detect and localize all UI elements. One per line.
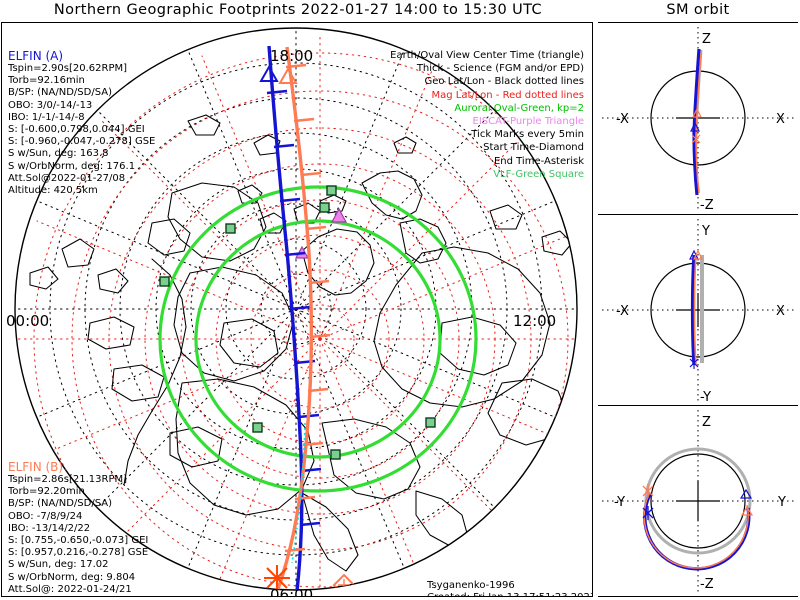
model-name: Tsyganenko-1996	[427, 580, 515, 591]
created-stamp: Created: Fri Jan 13 17:51:23 2023	[427, 592, 592, 596]
sm-orbit-title: SM orbit	[666, 2, 730, 18]
axis-label-y: Y	[701, 224, 710, 239]
elfin-a-orbit	[692, 48, 701, 196]
clock-label-0600: 06:00	[270, 586, 314, 597]
legend-item: Geo Lat/Lon - Black dotted lines	[424, 76, 584, 88]
mag-longitude-grid	[15, 32, 577, 590]
axis-label-neg-z: -Z	[700, 577, 714, 592]
auroral-oval	[158, 185, 478, 493]
legend-item: Thick - Science (FGM and/or EPD)	[416, 63, 584, 75]
legend-item: EISCAT-Purple Triangle	[472, 116, 585, 128]
elfin-b-tick-marks	[284, 63, 331, 553]
axis-label-y: Y	[777, 495, 786, 510]
legend-item: Earth/Oval View Center Time (triangle)	[390, 50, 584, 61]
axis-label-neg-x: -X	[616, 112, 629, 127]
sm-xz-svg: -X X Z -Z	[602, 27, 794, 213]
elfin-b-orbit	[693, 254, 697, 365]
sm-xy-svg: -X X Y -Y	[602, 218, 794, 405]
axis-label-neg-x: -X	[616, 304, 629, 319]
legend-item: End Time-Asterisk	[493, 155, 584, 167]
sm-panel-xz[interactable]: -X X Z -Z	[598, 22, 798, 214]
marker-asterisk	[689, 356, 699, 369]
clock-label-0000: 00:00	[6, 312, 50, 330]
axis-label-neg-y: -Y	[700, 390, 711, 405]
earth-disc	[650, 261, 746, 358]
vlf-station-markers[interactable]	[159, 185, 436, 460]
geo-longitude-grid	[15, 28, 577, 590]
elfin-b-center-time-triangle	[278, 66, 298, 84]
earth-disc	[650, 453, 746, 549]
sm-orbit-column: -X X Z -Z	[598, 22, 798, 597]
sm-yz-svg: -Y Y Z -Z	[602, 410, 794, 593]
legend-item: Start Time-Diamond	[483, 142, 584, 154]
sm-panel-yz[interactable]: -Y Y Z -Z	[598, 405, 798, 597]
axis-label-x: X	[776, 112, 785, 127]
marker-triangle	[692, 107, 702, 118]
legend-item: Mag Lat/Lon - Red dotted lines	[431, 89, 584, 101]
legend-item: Auroral Oval-Green, kp=2	[454, 102, 584, 114]
marker-triangle	[690, 121, 700, 132]
sm-panel-xy[interactable]: -X X Y -Y	[598, 213, 798, 406]
marker-asterisk	[642, 484, 654, 499]
marker-asterisk	[691, 133, 701, 145]
credits-block: Tsyganenko-1996 Created: Fri Jan 13 17:5…	[427, 580, 592, 596]
elfin-b-orbit	[643, 491, 749, 569]
end-time-asterisk[interactable]	[264, 565, 290, 591]
legend-item: VLF-Green Square	[493, 168, 584, 180]
clock-label-1200: 12:00	[513, 312, 557, 330]
page-title: Northern Geographic Footprints 2022-01-2…	[53, 2, 543, 18]
science-interval-overlay	[291, 422, 306, 564]
elfin-a-track[interactable]	[259, 45, 322, 591]
axis-label-z: Z	[702, 32, 711, 47]
axis-label-x: X	[776, 304, 785, 319]
map-legend: Earth/Oval View Center Time (triangle) T…	[390, 49, 584, 181]
elfin-b-track[interactable]	[276, 46, 331, 590]
marker-triangle	[740, 506, 754, 516]
elfin-a-center-time-triangle	[259, 64, 279, 82]
elfin-b-line: Altitude: 423.0km	[8, 596, 148, 597]
axis-label-z: Z	[702, 415, 711, 430]
clock-label-1800: 18:00	[270, 47, 314, 65]
polar-map-svg	[14, 27, 578, 591]
elfin-a-orbit	[690, 254, 696, 365]
marker-asterisk	[642, 506, 654, 521]
axis-label-neg-z: -Z	[700, 198, 714, 213]
legend-item: Tick Marks every 5min	[471, 129, 584, 141]
marker-triangle	[739, 489, 753, 499]
polar-map-panel[interactable]: 00:00 12:00 18:00 06:00 ELFIN (A) Tspin=…	[1, 22, 593, 597]
marker-triangle	[693, 249, 703, 260]
axis-label-neg-y: -Y	[614, 495, 625, 510]
